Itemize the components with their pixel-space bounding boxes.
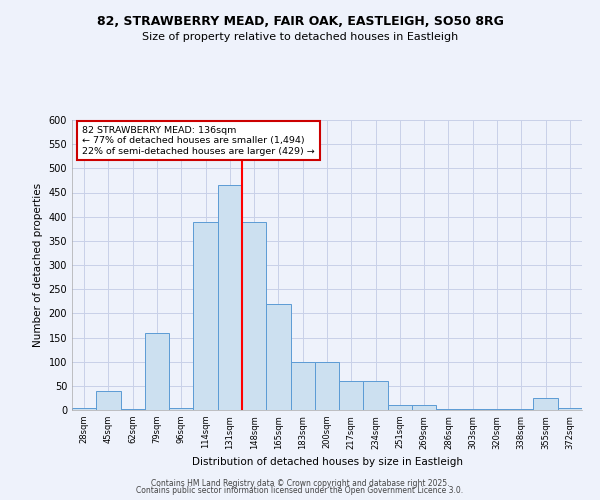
Bar [266, 304, 290, 410]
Text: 82 STRAWBERRY MEAD: 136sqm
← 77% of detached houses are smaller (1,494)
22% of s: 82 STRAWBERRY MEAD: 136sqm ← 77% of deta… [82, 126, 315, 156]
Y-axis label: Number of detached properties: Number of detached properties [33, 183, 43, 347]
Bar [509, 409, 533, 410]
Bar [436, 409, 461, 410]
Bar [533, 398, 558, 410]
Bar [242, 222, 266, 410]
Bar [364, 381, 388, 410]
X-axis label: Distribution of detached houses by size in Eastleigh: Distribution of detached houses by size … [191, 457, 463, 467]
Bar [290, 362, 315, 410]
Bar [169, 408, 193, 410]
Bar [388, 405, 412, 410]
Text: 82, STRAWBERRY MEAD, FAIR OAK, EASTLEIGH, SO50 8RG: 82, STRAWBERRY MEAD, FAIR OAK, EASTLEIGH… [97, 15, 503, 28]
Text: Size of property relative to detached houses in Eastleigh: Size of property relative to detached ho… [142, 32, 458, 42]
Bar [145, 332, 169, 410]
Bar [558, 408, 582, 410]
Bar [218, 185, 242, 410]
Bar [72, 408, 96, 410]
Bar [121, 409, 145, 410]
Bar [485, 409, 509, 410]
Bar [315, 362, 339, 410]
Bar [193, 222, 218, 410]
Bar [96, 390, 121, 410]
Bar [339, 381, 364, 410]
Text: Contains public sector information licensed under the Open Government Licence 3.: Contains public sector information licen… [136, 486, 464, 495]
Text: Contains HM Land Registry data © Crown copyright and database right 2025.: Contains HM Land Registry data © Crown c… [151, 478, 449, 488]
Bar [461, 409, 485, 410]
Bar [412, 405, 436, 410]
